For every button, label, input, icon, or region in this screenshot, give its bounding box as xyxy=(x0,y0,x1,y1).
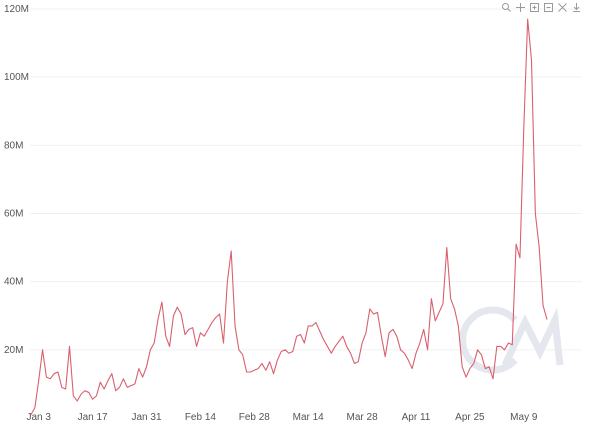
x-tick-label: Jan 17 xyxy=(78,412,108,422)
watermark-logo xyxy=(459,306,564,374)
y-axis: 20M 40M 60M 80M 100M 120M xyxy=(4,4,29,356)
grid-lines xyxy=(30,8,582,351)
y-tick-label: 60M xyxy=(4,209,23,220)
y-tick-label: 40M xyxy=(4,277,23,288)
x-tick-label: Apr 11 xyxy=(402,412,431,422)
zoom-in-icon[interactable] xyxy=(530,3,539,12)
y-tick-label: 100M xyxy=(4,72,29,83)
zoom-icon[interactable] xyxy=(502,3,511,12)
x-tick-label: May 9 xyxy=(510,412,538,422)
x-tick-label: Feb 28 xyxy=(239,412,271,422)
x-tick-label: Jan 3 xyxy=(26,412,51,422)
download-icon[interactable] xyxy=(573,3,580,12)
x-tick-label: Apr 25 xyxy=(455,412,485,422)
x-tick-label: Jan 31 xyxy=(131,412,161,422)
series-group xyxy=(30,18,548,416)
chart-toolbar xyxy=(502,3,580,12)
zoom-out-icon[interactable] xyxy=(544,3,553,12)
x-axis: Jan 3 Jan 17 Jan 31 Feb 14 Feb 28 Mar 14 Mar 2… xyxy=(26,412,537,422)
x-tick-label: Mar 14 xyxy=(293,412,325,422)
y-tick-label: 20M xyxy=(4,345,23,356)
reset-zoom-icon[interactable] xyxy=(558,3,567,12)
y-tick-label: 120M xyxy=(4,4,29,15)
y-tick-label: 80M xyxy=(4,140,23,151)
x-tick-label: Feb 14 xyxy=(185,412,217,422)
pan-icon[interactable] xyxy=(516,3,525,12)
series-line xyxy=(30,18,548,416)
x-tick-label: Mar 28 xyxy=(347,412,379,422)
